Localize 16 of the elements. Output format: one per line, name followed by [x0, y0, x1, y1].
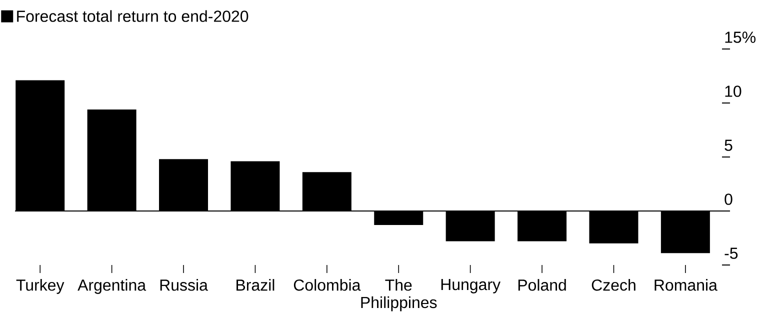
x-tick-label: Brazil — [236, 279, 274, 291]
y-tick-label: 10 — [725, 86, 742, 97]
x-tick-label: Poland — [518, 279, 566, 291]
x-tick-label: Czech — [592, 279, 636, 291]
x-tick-label: Argentina — [78, 279, 146, 294]
x-tick-label: The Philippines — [361, 279, 437, 312]
x-tick-label: Russia — [160, 279, 208, 291]
x-tick-label: Turkey — [16, 279, 64, 294]
y-tick-label: 5 — [724, 140, 732, 151]
legend-label: Forecast total return to end-2020 — [17, 10, 248, 22]
x-tick-label: Colombia — [294, 279, 361, 291]
x-tick-label: Romania — [654, 279, 718, 291]
y-tick-label: -5 — [724, 248, 738, 259]
y-tick-label: 15% — [725, 32, 756, 43]
y-tick-label: 0 — [724, 194, 732, 205]
x-tick-label: Hungary — [441, 279, 501, 294]
